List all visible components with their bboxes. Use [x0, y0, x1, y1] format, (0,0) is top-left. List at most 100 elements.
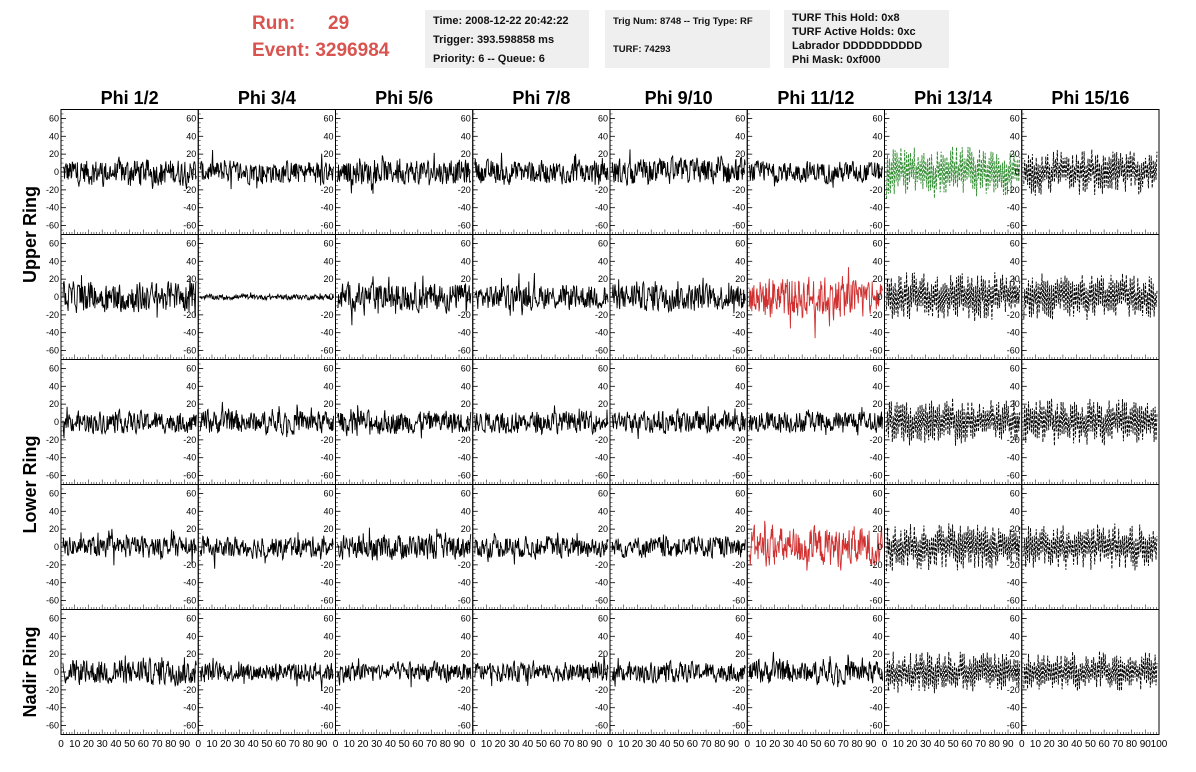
- y-tick-label: 20: [735, 274, 745, 284]
- y-tick-label: -60: [1007, 346, 1020, 356]
- y-tick-label: -60: [458, 221, 471, 231]
- y-tick-label: -60: [869, 721, 882, 731]
- y-tick-label: 20: [49, 274, 59, 284]
- ring-label: Nadir Ring: [20, 626, 40, 717]
- y-tick-label: 60: [735, 113, 745, 123]
- waveform-panel: -60 -40 -20 0 20 40 60: [732, 234, 885, 360]
- y-tick-label: -60: [595, 346, 608, 356]
- y-tick-label: 40: [598, 131, 608, 141]
- y-tick-label: -40: [595, 703, 608, 713]
- y-tick-label: 20: [461, 149, 471, 159]
- x-tick-label: 20: [1044, 739, 1056, 750]
- waveform-trace: [337, 405, 472, 439]
- y-tick-label: -20: [183, 560, 196, 570]
- turf-text: TURF: 74293: [613, 44, 671, 55]
- y-tick-label: -60: [732, 346, 745, 356]
- y-tick-label: 40: [598, 256, 608, 266]
- y-tick-label: 60: [1010, 488, 1020, 498]
- waveform-panel: -60 -40 -20 0 20 40 60: [595, 359, 748, 485]
- y-tick-label: 40: [49, 256, 59, 266]
- y-tick-label: 20: [735, 649, 745, 659]
- x-tick-label: 40: [659, 739, 671, 750]
- y-tick-label: 40: [1010, 381, 1020, 391]
- y-tick-label: -40: [595, 203, 608, 213]
- run-box: Run: 29 Event: 3296984: [252, 10, 389, 64]
- y-tick-label: 20: [872, 149, 882, 159]
- y-tick-label: 60: [1010, 363, 1020, 373]
- x-tick-label: 20: [83, 739, 95, 750]
- y-tick-label: 0: [466, 417, 471, 427]
- y-tick-label: -40: [732, 703, 745, 713]
- y-tick-label: -40: [183, 578, 196, 588]
- y-tick-label: 40: [323, 381, 333, 391]
- y-tick-label: 40: [872, 506, 882, 516]
- y-tick-label: 60: [461, 363, 471, 373]
- x-tick-label: 70: [1112, 739, 1124, 750]
- column-header: Phi 11/12: [777, 88, 854, 108]
- x-tick-label: 80: [165, 739, 177, 750]
- x-tick-label: 60: [138, 739, 150, 750]
- waveform-trace: [62, 156, 197, 190]
- waveform-trace: [748, 520, 883, 571]
- x-tick-label: 20: [906, 739, 918, 750]
- x-tick-label: 90: [316, 739, 328, 750]
- x-tick-label: 30: [234, 739, 246, 750]
- x-tick-label: 30: [646, 739, 658, 750]
- event-value: 3296984: [315, 40, 390, 61]
- panel-frame: [472, 609, 611, 735]
- x-tick-label: 40: [110, 739, 122, 750]
- x-tick-label: 70: [289, 739, 301, 750]
- waveform-panel: -60 -40 -20 0 20 40 60: [183, 109, 336, 235]
- waveform-panel: -60 -40 -20 0 20 40 60: [458, 109, 611, 235]
- waveform-trace: [337, 275, 472, 326]
- x-tick-label: 10: [755, 739, 767, 750]
- y-tick-label: -20: [869, 560, 882, 570]
- y-tick-label: 40: [598, 631, 608, 641]
- waveform-trace: [611, 149, 746, 187]
- waveform-panel: -60 -40 -20 0 20 40 60: [183, 359, 336, 485]
- y-tick-label: 60: [461, 613, 471, 623]
- waveform-trace: [199, 292, 334, 302]
- waveform-trace: [62, 275, 197, 318]
- x-tick-label: 90: [1140, 739, 1152, 750]
- y-tick-label: -40: [595, 328, 608, 338]
- y-tick-label: -60: [869, 221, 882, 231]
- x-tick-label: 10: [1030, 739, 1042, 750]
- y-tick-label: 20: [1010, 649, 1020, 659]
- y-tick-label: 60: [1010, 613, 1020, 623]
- column-header: Phi 1/2: [101, 88, 159, 108]
- y-tick-label: 60: [598, 238, 608, 248]
- waveform-trace: [337, 152, 472, 194]
- waveform-panel: -60 -40 -20 0 20 40 60: [320, 484, 474, 610]
- waveform-trace: [474, 405, 609, 436]
- y-tick-label: 0: [466, 667, 471, 677]
- y-tick-label: 0: [466, 167, 471, 177]
- y-tick-label: -40: [183, 203, 196, 213]
- y-tick-label: -20: [732, 310, 745, 320]
- y-tick-label: -40: [732, 453, 745, 463]
- waveform-trace: [611, 534, 746, 560]
- y-tick-label: 60: [1010, 238, 1020, 248]
- y-tick-label: -20: [183, 685, 196, 695]
- y-tick-label: 60: [323, 238, 333, 248]
- x-tick-label: 20: [357, 739, 369, 750]
- y-tick-label: -20: [869, 435, 882, 445]
- x-tick-label: 40: [1071, 739, 1083, 750]
- y-tick-label: -20: [869, 185, 882, 195]
- y-tick-label: 20: [323, 649, 333, 659]
- x-tick-label: 0: [195, 739, 201, 750]
- x-tick-label: 90: [591, 739, 603, 750]
- waveform-trace: [474, 655, 609, 687]
- y-tick-label: -20: [1007, 185, 1020, 195]
- waveform-trace: [1023, 149, 1158, 196]
- y-tick-label: 60: [872, 363, 882, 373]
- y-tick-label: -60: [183, 346, 196, 356]
- x-tick-label: 0: [333, 739, 339, 750]
- y-tick-label: -20: [1007, 560, 1020, 570]
- waveform-panel: -60 -40 -20 0 20 40 60: [46, 359, 199, 485]
- trigger-text: Trigger: 393.598858 ms: [433, 34, 555, 46]
- y-tick-label: -20: [46, 310, 59, 320]
- waveform-trace: [886, 523, 1021, 572]
- x-tick-label: 80: [577, 739, 589, 750]
- y-tick-label: 20: [461, 649, 471, 659]
